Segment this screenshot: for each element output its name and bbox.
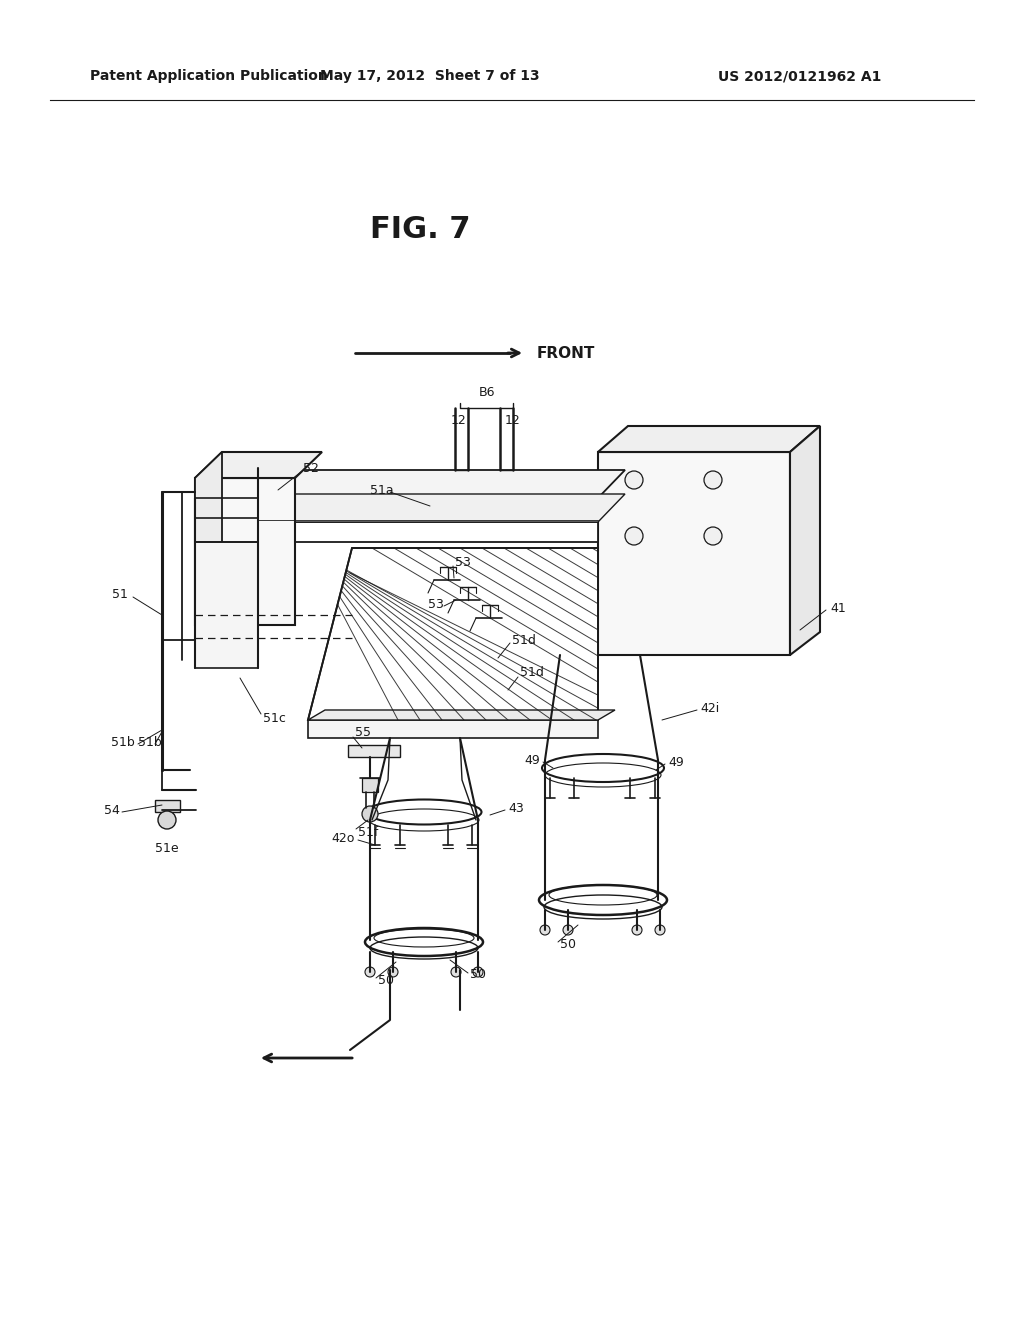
Circle shape: [473, 968, 483, 977]
Circle shape: [388, 968, 398, 977]
Polygon shape: [195, 451, 322, 478]
Text: 51d: 51d: [520, 667, 544, 680]
Circle shape: [705, 471, 722, 488]
Circle shape: [705, 527, 722, 545]
Polygon shape: [258, 498, 598, 517]
Text: 53: 53: [455, 556, 471, 569]
Text: 41: 41: [830, 602, 846, 615]
Polygon shape: [195, 478, 295, 624]
Polygon shape: [348, 744, 400, 756]
Polygon shape: [598, 451, 790, 655]
Polygon shape: [598, 426, 820, 451]
Text: May 17, 2012  Sheet 7 of 13: May 17, 2012 Sheet 7 of 13: [321, 69, 540, 83]
Text: 50: 50: [560, 939, 575, 952]
Polygon shape: [155, 800, 180, 812]
Circle shape: [540, 925, 550, 935]
Polygon shape: [308, 719, 598, 738]
Text: 50: 50: [470, 969, 486, 982]
Text: 51e: 51e: [156, 842, 179, 854]
Polygon shape: [258, 521, 598, 543]
Text: 42o: 42o: [332, 832, 355, 845]
Text: FIG. 7: FIG. 7: [370, 215, 470, 244]
Polygon shape: [258, 494, 625, 521]
Polygon shape: [308, 548, 598, 719]
Polygon shape: [195, 543, 258, 668]
Circle shape: [625, 527, 643, 545]
Circle shape: [451, 968, 461, 977]
Text: US 2012/0121962 A1: US 2012/0121962 A1: [718, 69, 882, 83]
Text: 51c: 51c: [263, 711, 286, 725]
Circle shape: [563, 925, 573, 935]
Text: FRONT: FRONT: [537, 346, 595, 360]
Text: 50: 50: [378, 974, 394, 986]
Text: 51b: 51b: [138, 735, 162, 748]
Circle shape: [625, 471, 643, 488]
Text: 49: 49: [668, 755, 684, 768]
Circle shape: [365, 968, 375, 977]
Polygon shape: [258, 470, 625, 498]
Text: 52: 52: [303, 462, 318, 474]
Text: 54: 54: [104, 804, 120, 817]
Text: 51d: 51d: [512, 634, 536, 647]
Text: 49: 49: [524, 754, 540, 767]
Text: 43: 43: [508, 801, 523, 814]
Text: Patent Application Publication: Patent Application Publication: [90, 69, 328, 83]
Text: 51: 51: [112, 589, 128, 602]
Text: 51a: 51a: [370, 483, 393, 496]
Circle shape: [655, 925, 665, 935]
Text: 12: 12: [452, 413, 467, 426]
Text: 51f: 51f: [358, 825, 379, 838]
Text: B6: B6: [479, 385, 496, 399]
Text: 55: 55: [355, 726, 371, 739]
Circle shape: [158, 810, 176, 829]
Polygon shape: [362, 777, 378, 792]
Polygon shape: [195, 451, 222, 624]
Circle shape: [632, 925, 642, 935]
Polygon shape: [790, 426, 820, 655]
Text: 51b: 51b: [112, 735, 135, 748]
Text: 42i: 42i: [700, 701, 719, 714]
Text: 53: 53: [428, 598, 443, 610]
Polygon shape: [308, 710, 615, 719]
Text: 12: 12: [505, 413, 521, 426]
Circle shape: [362, 807, 378, 822]
